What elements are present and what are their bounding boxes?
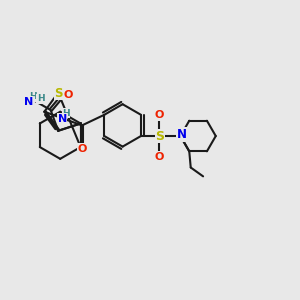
Text: N: N bbox=[23, 97, 33, 107]
Text: H: H bbox=[62, 109, 70, 118]
Text: H: H bbox=[29, 92, 36, 101]
Text: N: N bbox=[177, 128, 187, 141]
Text: O: O bbox=[77, 144, 87, 154]
Text: O: O bbox=[64, 90, 73, 100]
Text: S: S bbox=[155, 130, 164, 142]
Text: H: H bbox=[37, 94, 44, 103]
Text: S: S bbox=[55, 87, 63, 100]
Text: O: O bbox=[154, 110, 164, 120]
Text: O: O bbox=[154, 152, 164, 162]
Text: N: N bbox=[58, 114, 67, 124]
